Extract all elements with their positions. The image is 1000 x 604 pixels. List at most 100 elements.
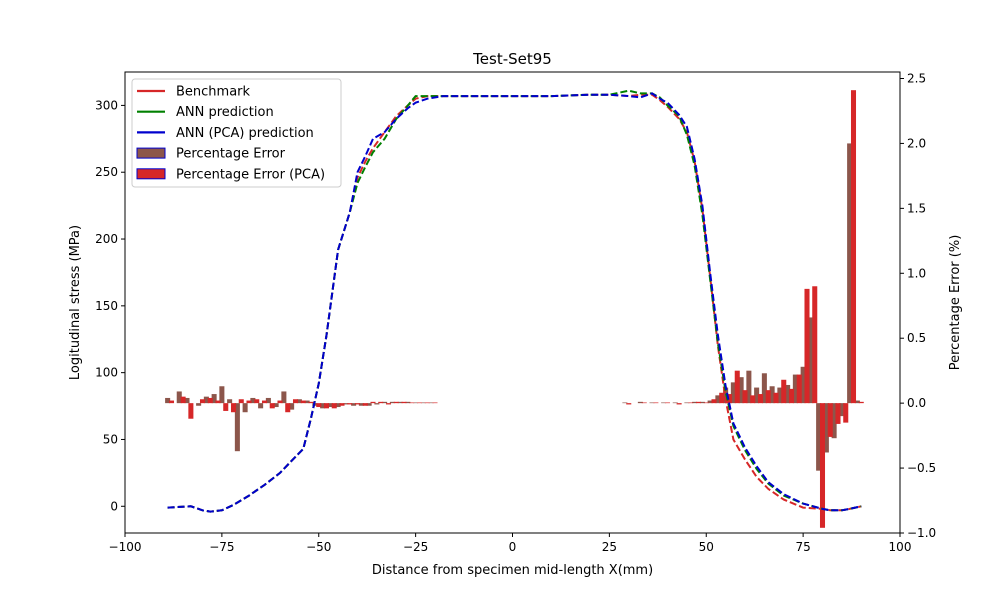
error-bar-4-19 — [323, 403, 330, 409]
error-bar-4-12 — [269, 403, 275, 409]
error-bar-4-45 — [734, 370, 740, 404]
error-bar-3-59 — [839, 403, 845, 417]
error-bar-3-20 — [327, 403, 333, 408]
y-axis-label: Logitudinal stress (MPa) — [68, 225, 83, 380]
error-bar-3-43 — [715, 395, 721, 404]
y-tick-label-0: 0 — [110, 499, 118, 513]
legend-label-3: Percentage Error — [176, 147, 286, 162]
error-bars-layer — [165, 90, 864, 528]
error-bar-4-39 — [688, 402, 694, 404]
error-bar-4-26 — [378, 401, 384, 404]
error-bar-3-8 — [234, 403, 240, 452]
legend-label-2: ANN (PCA) prediction — [176, 126, 314, 141]
x-tick-label-6: 50 — [699, 540, 714, 554]
error-bar-3-60 — [847, 143, 853, 404]
error-bar-4-11 — [261, 400, 268, 404]
axes-layer: −100 −75 −50 −25 0 25 50 75 100 0 50 100 150 200 250 30… — [95, 71, 936, 554]
error-bar-4-51 — [781, 379, 787, 404]
error-bar-4-44 — [726, 394, 733, 404]
error-bar-3-38 — [672, 402, 678, 404]
error-bar-4-47 — [750, 395, 756, 404]
legend-label-1: ANN prediction — [176, 105, 274, 120]
error-bar-3-47 — [746, 370, 752, 404]
error-bar-3-32 — [420, 402, 426, 404]
error-bar-3-1 — [176, 391, 182, 404]
error-bar-3-48 — [754, 387, 760, 404]
error-bar-4-50 — [773, 392, 779, 404]
error-bar-4-3 — [199, 399, 206, 404]
error-bar-3-17 — [304, 400, 310, 404]
error-bar-3-28 — [389, 401, 395, 404]
error-bar-3-56 — [816, 403, 822, 471]
error-bar-4-42 — [711, 399, 717, 404]
error-bar-4-2 — [188, 403, 194, 419]
error-bar-4-38 — [676, 403, 682, 405]
y2-tick-label-6: 2.0 — [907, 136, 926, 150]
error-bar-4-60 — [850, 90, 857, 404]
error-bar-4-6 — [223, 403, 229, 411]
error-bar-3-51 — [777, 387, 783, 404]
error-bar-4-1 — [180, 396, 186, 404]
error-bar-3-16 — [296, 399, 302, 404]
error-bar-3-39 — [684, 402, 690, 404]
error-bar-4-34 — [626, 403, 632, 405]
error-bar-4-22 — [347, 403, 353, 405]
error-bar-3-58 — [831, 403, 837, 439]
y2-tick-label-3: 0.5 — [907, 331, 926, 345]
error-bar-4-37 — [664, 402, 671, 404]
error-bar-3-19 — [320, 403, 326, 409]
error-bar-3-2 — [184, 397, 190, 404]
error-bar-3-0 — [165, 397, 171, 404]
error-bar-4-32 — [424, 402, 430, 404]
error-bar-4-23 — [354, 403, 361, 405]
error-bar-3-9 — [242, 403, 248, 413]
error-bar-4-36 — [653, 402, 659, 404]
y-tick-label-6: 300 — [95, 98, 118, 112]
error-bar-4-61 — [858, 401, 864, 404]
error-bar-4-0 — [168, 400, 175, 404]
error-bar-3-23 — [351, 403, 357, 406]
error-bar-3-36 — [649, 402, 655, 404]
error-bar-4-5 — [215, 400, 221, 404]
error-bar-4-21 — [339, 403, 345, 406]
error-bar-4-35 — [641, 402, 647, 404]
error-bar-4-24 — [362, 403, 368, 406]
error-bar-3-41 — [699, 401, 705, 404]
x-axis-label: Distance from specimen mid-length X(mm) — [372, 563, 653, 578]
error-bar-3-27 — [382, 401, 388, 404]
error-bar-3-33 — [428, 402, 434, 404]
error-bar-4-10 — [254, 399, 260, 404]
error-bar-3-4 — [203, 396, 209, 404]
error-bar-4-40 — [695, 401, 702, 404]
error-bar-3-52 — [785, 384, 791, 404]
error-bar-4-30 — [409, 402, 415, 404]
error-bar-3-31 — [413, 402, 419, 404]
error-bar-4-41 — [703, 402, 709, 404]
error-bar-3-40 — [692, 401, 698, 404]
series-line-2 — [167, 92, 862, 513]
error-bar-3-6 — [219, 386, 225, 404]
y-tick-label-4: 200 — [95, 232, 118, 246]
y-tick-label-5: 250 — [95, 165, 118, 179]
y2-tick-label-1: −0.5 — [907, 461, 936, 475]
y2-axis-label: Percentage Error (%) — [948, 235, 963, 371]
y-tick-label-2: 100 — [95, 366, 118, 380]
error-bar-4-55 — [812, 286, 818, 404]
error-bar-4-14 — [285, 403, 291, 413]
error-bar-4-43 — [719, 392, 725, 404]
error-bar-3-3 — [196, 403, 202, 406]
error-bar-4-52 — [788, 388, 795, 404]
error-bar-4-54 — [804, 288, 810, 404]
x-tick-label-3: −25 — [403, 540, 428, 554]
error-bar-3-5 — [211, 394, 217, 404]
error-bar-3-45 — [730, 382, 736, 404]
legend-box — [131, 78, 342, 188]
error-bar-4-57 — [827, 403, 833, 437]
error-bar-4-28 — [393, 401, 399, 404]
error-bar-3-7 — [227, 399, 233, 404]
error-bar-3-46 — [738, 377, 744, 404]
error-bar-4-15 — [292, 399, 299, 404]
error-bar-3-10 — [250, 397, 256, 404]
y-tick-label-3: 150 — [95, 299, 118, 313]
